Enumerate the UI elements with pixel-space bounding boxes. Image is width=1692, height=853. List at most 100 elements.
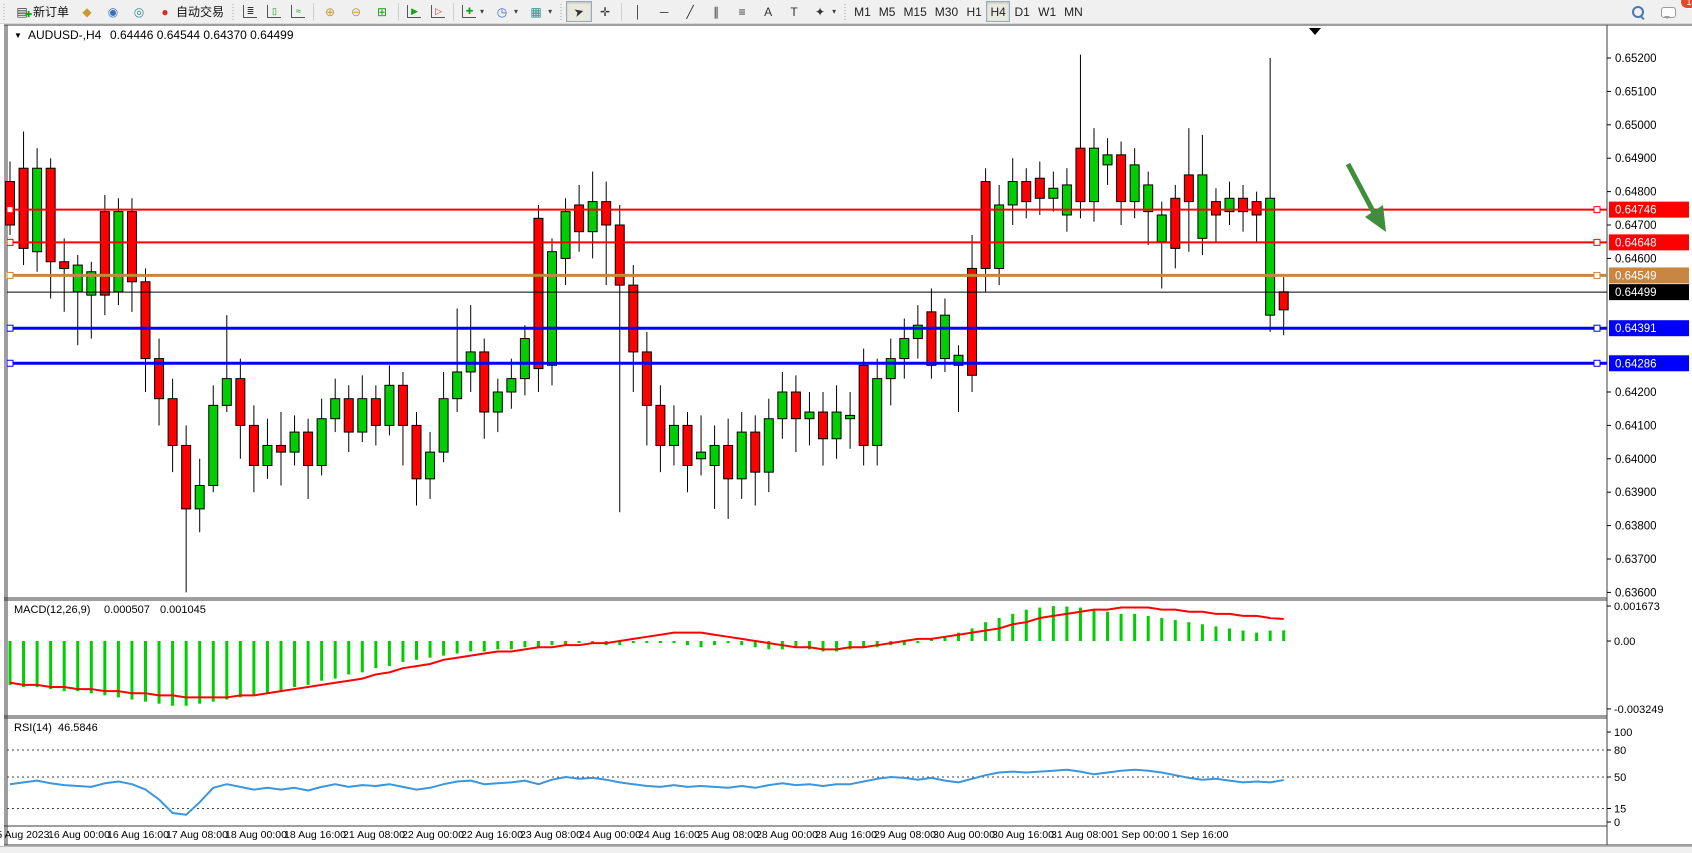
svg-text:16 Aug 16:00: 16 Aug 16:00 [107,829,169,841]
cursor-icon: ➤ [572,3,586,20]
svg-text:0.63700: 0.63700 [1615,554,1657,566]
svg-text:0.64600: 0.64600 [1615,253,1657,265]
vertical-line-icon: │ [634,4,642,19]
timeframe-m1-button[interactable]: M1 [850,1,875,22]
objects-group: ➤ ✛ │ ─ ╱ ∥ ≡ A T ✦ ▾ [566,0,841,23]
svg-text:15: 15 [1614,804,1626,816]
toolbar-grip[interactable] [559,3,565,20]
styler-button[interactable]: ◆ [74,1,100,22]
profile-button[interactable]: ◉ [100,1,126,22]
price-axis[interactable]: 0.65200 0.65100 0.65000 0.64900 0.64800 0.647… [1607,53,1689,599]
zoom-out-icon: ⊖ [351,4,362,19]
timeframe-d1-button[interactable]: D1 [1010,1,1034,22]
svg-text:0.64286: 0.64286 [1615,358,1657,370]
svg-text:1 Sep 16:00: 1 Sep 16:00 [1172,829,1229,841]
templates-button[interactable]: ▦ ▾ [523,1,557,22]
svg-text:1 Sep 00:00: 1 Sep 00:00 [1113,829,1170,841]
chart-window[interactable]: 0.65200 0.65100 0.65000 0.64900 0.64800 0.647… [0,24,1692,846]
resistance-line-1[interactable] [6,206,1607,214]
svg-text:0.65200: 0.65200 [1615,53,1657,65]
chart-shift-button[interactable]: ▷ [426,1,450,22]
toolbar-grip[interactable] [2,3,7,20]
candle-chart-button[interactable]: ▯ [262,1,286,22]
zoom-out-button[interactable]: ⊖ [343,1,369,22]
timeframe-mn-button[interactable]: MN [1060,1,1087,22]
svg-text:28 Aug 00:00: 28 Aug 00:00 [756,829,818,841]
arrow-annotation[interactable] [1345,162,1386,232]
timeframe-m15-button[interactable]: M15 [899,1,930,22]
profile-icon: ◉ [107,4,119,19]
new-order-button[interactable]: ▤ ✚ 新订单 [9,1,74,22]
svg-text:0: 0 [1614,817,1620,829]
channel-button[interactable]: ∥ [703,1,729,22]
resistance-line-2[interactable] [6,238,1607,246]
chart-shift-marker[interactable] [1309,28,1321,35]
ohlc-values: 0.64446 0.64544 0.64370 0.64499 [110,28,294,42]
price-badge: 0.64746 [1609,201,1689,218]
line-chart-icon: ≈ [291,5,306,18]
svg-text:31 Aug 08:00: 31 Aug 08:00 [1051,829,1113,841]
svg-text:24 Aug 00:00: 24 Aug 00:00 [579,829,641,841]
svg-text:0.64648: 0.64648 [1615,237,1657,249]
toolbar-grip[interactable] [843,3,849,20]
svg-text:0.64200: 0.64200 [1615,387,1657,399]
svg-text:0.65000: 0.65000 [1615,120,1657,132]
svg-text:24 Aug 16:00: 24 Aug 16:00 [638,829,700,841]
pivot-line[interactable] [6,271,1607,279]
notification-badge: 1 [1681,0,1692,8]
trendline-button[interactable]: ╱ [677,1,703,22]
channel-icon: ∥ [713,4,720,19]
search-button[interactable] [1626,1,1650,22]
signal-button[interactable]: ◎ [126,1,152,22]
price-badge: 0.64391 [1609,320,1689,337]
chart-type-group: ≣ ▯ ≈ ⊕ ⊖ ⊞ ▶ ▷ ✚ ▾ ◷ ▾ ▦ ▾ [238,0,557,23]
svg-text:0.63600: 0.63600 [1615,587,1657,599]
timeframe-m5-button[interactable]: M5 [875,1,900,22]
toolbar-grip[interactable] [231,3,237,20]
line-chart-button[interactable]: ≈ [286,1,310,22]
horizontal-line-button[interactable]: ─ [651,1,677,22]
bar-chart-button[interactable]: ≣ [238,1,262,22]
templates-icon: ▦ [530,4,542,19]
timeframe-m30-button[interactable]: M30 [931,1,962,22]
indicators-button[interactable]: ✚ ▾ [457,1,489,22]
arrows-button[interactable]: ✦ ▾ [807,1,841,22]
svg-text:50: 50 [1614,772,1626,784]
line-handle [6,238,14,246]
notifications-button[interactable]: 1 [1656,0,1692,22]
support-line-2[interactable] [6,359,1607,367]
autotrade-icon: ● [161,4,169,19]
svg-text:22 Aug 16:00: 22 Aug 16:00 [461,829,523,841]
timeframe-w1-button[interactable]: W1 [1034,1,1060,22]
svg-text:RSI(14): RSI(14) [14,722,52,734]
fibonacci-button[interactable]: ≡ [729,1,755,22]
svg-text:25 Aug 08:00: 25 Aug 08:00 [697,829,759,841]
vertical-line-button[interactable]: │ [625,1,651,22]
timeframe-h4-button[interactable]: H4 [986,1,1011,22]
svg-text:18 Aug 00:00: 18 Aug 00:00 [225,829,287,841]
auto-scroll-button[interactable]: ▶ [402,1,426,22]
horizontal-line-icon: ─ [659,4,669,19]
tile-windows-button[interactable]: ⊞ [369,1,395,22]
svg-text:21 Aug 08:00: 21 Aug 08:00 [343,829,405,841]
trade-group: ▤ ✚ 新订单 ◆ ◉ ◎ ● 自动交易 [9,0,229,23]
svg-text:0.64391: 0.64391 [1615,323,1657,335]
timeframe-h1-button[interactable]: H1 [962,1,986,22]
chart-title: ▼ AUDUSD-,H4 0.64446 0.64544 0.64370 0.644… [14,28,294,42]
price-badge: 0.64286 [1609,355,1689,372]
crosshair-button[interactable]: ✛ [592,1,618,22]
text-label-button[interactable]: T [781,1,807,22]
zoom-in-button[interactable]: ⊕ [317,1,343,22]
text-button[interactable]: A [755,1,781,22]
support-line-1[interactable] [6,324,1607,332]
search-icon [1631,5,1645,19]
cursor-button[interactable]: ➤ [566,1,593,22]
autotrade-button[interactable]: ● 自动交易 [152,1,229,22]
svg-text:29 Aug 08:00: 29 Aug 08:00 [874,829,936,841]
symbol-label: AUDUSD-,H4 [28,28,102,42]
candle-chart-icon: ▯ [267,5,282,18]
periods-button[interactable]: ◷ ▾ [489,1,523,22]
line-handle [1593,238,1601,246]
svg-text:17 Aug 08:00: 17 Aug 08:00 [166,829,228,841]
